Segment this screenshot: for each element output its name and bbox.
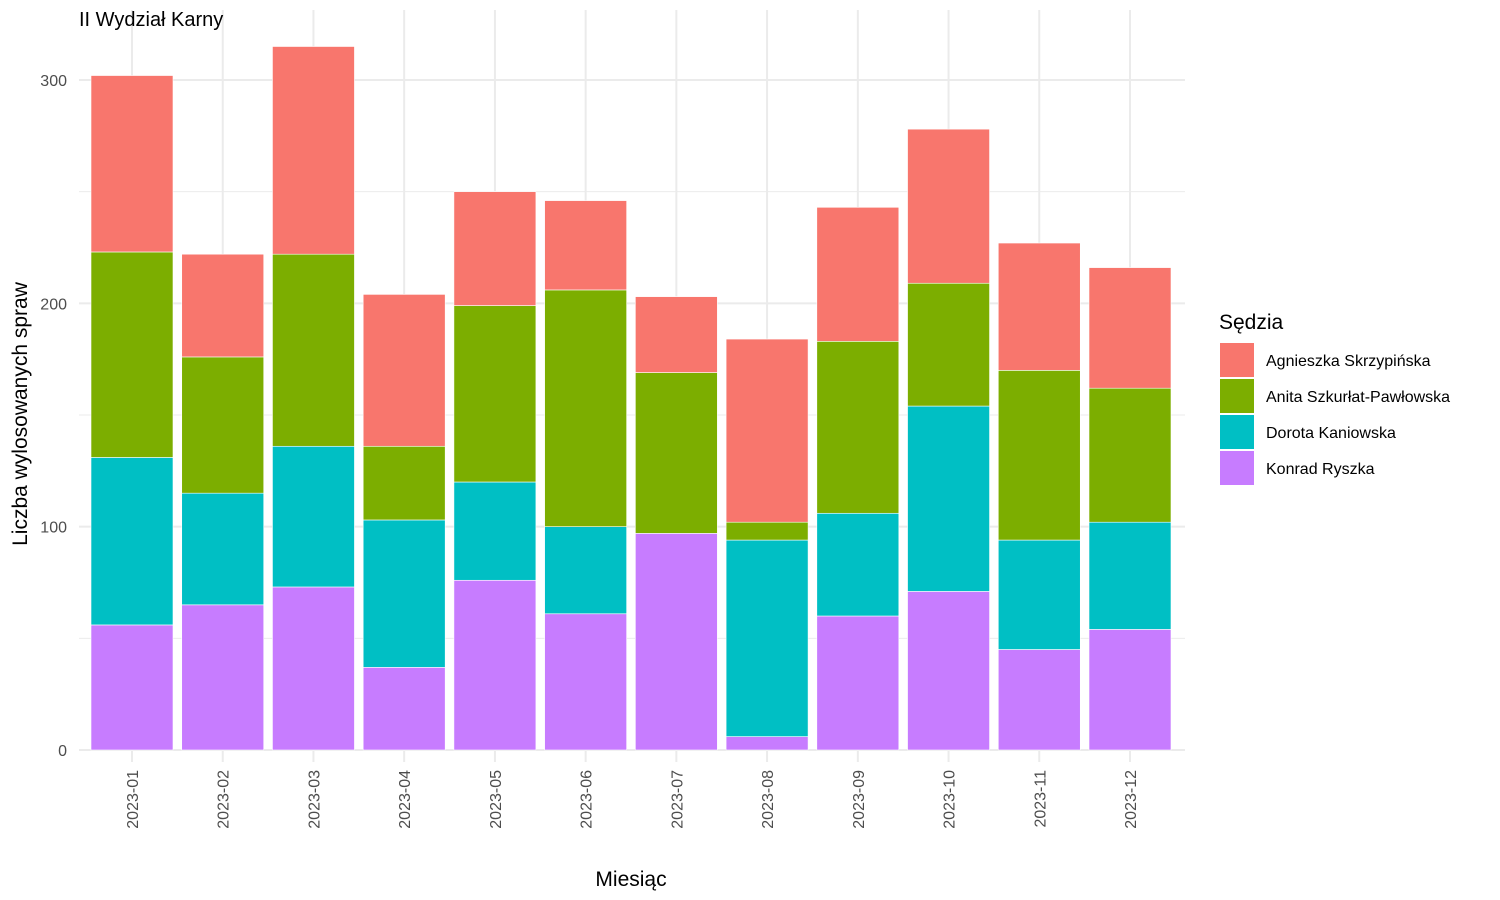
bar-segment: [453, 579, 537, 751]
bar-segment: [181, 356, 265, 494]
y-axis-ticks: 0 100 200 300: [40, 73, 67, 760]
y-tick-label: 200: [40, 296, 67, 313]
bar-segment: [362, 519, 446, 668]
bar-segment: [907, 591, 990, 751]
x-tick-label: 2023-12: [1123, 770, 1140, 829]
bar-segment: [544, 289, 627, 527]
bar-segment: [181, 604, 265, 751]
bar-segment: [90, 624, 174, 751]
bar-segment: [272, 586, 355, 751]
bar-segment: [816, 207, 900, 342]
bar-segment: [725, 338, 809, 523]
bar-segment: [272, 445, 355, 588]
bar-segment: [997, 649, 1081, 751]
x-tick-label: 2023-06: [579, 770, 596, 829]
bar-segment: [907, 282, 990, 407]
bar-segment: [90, 251, 174, 458]
bar-segment: [453, 191, 537, 306]
x-tick-label: 2023-05: [488, 770, 505, 829]
chart-title: II Wydział Karny: [79, 9, 223, 31]
bar-segment: [272, 46, 355, 255]
bar-segment: [362, 294, 446, 447]
bar-segment: [816, 512, 900, 617]
x-axis-title: Miesiąc: [595, 868, 666, 891]
bar-segment: [362, 667, 446, 751]
legend-title: Sędzia: [1219, 311, 1284, 334]
bar-segment: [1088, 387, 1172, 523]
legend-label: Konrad Ryszka: [1266, 461, 1375, 478]
bar-segment: [816, 340, 900, 514]
x-tick-label: 2023-01: [125, 770, 142, 829]
x-tick-label: 2023-04: [397, 770, 414, 829]
legend-label: Agnieszka Skrzypińska: [1266, 353, 1431, 370]
bar-segment: [997, 242, 1081, 371]
x-axis-ticks: 2023-01 2023-02 2023-03 2023-04 2023-05 2023-…: [125, 770, 1140, 829]
x-tick-label: 2023-03: [306, 770, 323, 829]
bars: [90, 46, 1172, 751]
bar-segment: [453, 481, 537, 581]
bar-segment: [997, 539, 1081, 650]
x-tick-label: 2023-10: [942, 770, 959, 829]
legend-label: Dorota Kaniowska: [1266, 425, 1396, 442]
y-tick-label: 0: [58, 743, 67, 760]
bar-segment: [544, 613, 627, 751]
x-tick-label: 2023-11: [1032, 770, 1049, 828]
x-tick-label: 2023-09: [851, 770, 868, 829]
bar-segment: [907, 405, 990, 592]
y-tick-label: 100: [40, 520, 67, 537]
bar-segment: [725, 521, 809, 541]
x-tick-label: 2023-02: [216, 770, 233, 829]
bar-segment: [453, 305, 537, 483]
bar-segment: [725, 539, 809, 737]
bar-segment: [362, 445, 446, 521]
bar-segment: [90, 457, 174, 626]
bar-segment: [544, 200, 627, 291]
bar-segment: [1088, 521, 1172, 630]
x-tick-label: 2023-07: [669, 770, 686, 829]
bar-segment: [907, 128, 990, 284]
bar-segment: [816, 615, 900, 751]
y-axis-title: Liczba wylosowanych spraw: [9, 281, 32, 546]
legend-swatch: [1220, 451, 1254, 485]
bar-segment: [181, 492, 265, 606]
bar-segment: [635, 296, 718, 373]
bar-segment: [635, 372, 718, 534]
bar-segment: [635, 533, 718, 751]
y-tick-label: 300: [40, 73, 67, 90]
legend-swatch: [1220, 343, 1254, 377]
legend-swatch: [1220, 379, 1254, 413]
bar-segment: [1088, 629, 1172, 751]
bar-segment: [1088, 267, 1172, 389]
bar-segment: [725, 736, 809, 751]
bar-segment: [272, 253, 355, 447]
legend: Sędzia Agnieszka Skrzypińska Anita Szkurł…: [1219, 311, 1450, 485]
legend-swatch: [1220, 415, 1254, 449]
x-tick-label: 2023-08: [760, 770, 777, 829]
legend-label: Anita Szkurłat-Pawłowska: [1266, 389, 1450, 406]
bar-segment: [90, 75, 174, 253]
bar-segment: [544, 526, 627, 615]
bar-segment: [997, 370, 1081, 541]
bar-segment: [181, 253, 265, 358]
